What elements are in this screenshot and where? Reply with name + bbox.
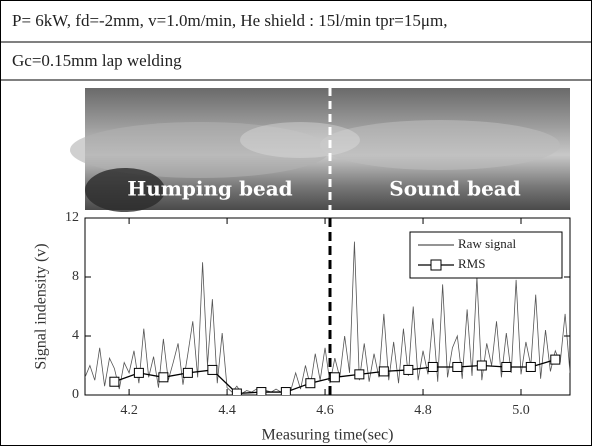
header-line: Gc=0.15mm lap welding	[12, 51, 182, 70]
rms-marker	[207, 364, 218, 375]
rms-marker	[501, 361, 512, 372]
x-tick-label: 5.0	[512, 403, 530, 418]
weld-photo: Humping bead Sound bead	[70, 88, 570, 212]
rms-marker	[109, 376, 120, 387]
x-tick-label: 4.6	[316, 403, 334, 418]
rms-marker	[182, 367, 193, 378]
legend-label: RMS	[458, 256, 485, 271]
rms-marker	[280, 387, 291, 395]
plot-marks	[85, 241, 570, 395]
rms-marker	[158, 372, 169, 383]
y-tick-label: 0	[72, 387, 79, 402]
header-line: P= 6kW, fd=-2mm, v=1.0m/min, He shield :…	[12, 11, 447, 30]
rms-marker	[452, 361, 463, 372]
photo-label: Sound bead	[389, 177, 520, 201]
y-axis-label: Signal indensity (v)	[33, 243, 50, 369]
x-tick-label: 4.8	[414, 403, 432, 418]
y-tick-label: 8	[72, 269, 79, 284]
rms-marker	[550, 354, 561, 365]
rms-marker	[427, 361, 438, 372]
rms-marker	[329, 372, 340, 383]
y-tick-label: 12	[65, 210, 79, 225]
rms-marker	[378, 366, 389, 377]
rms-marker	[403, 364, 414, 375]
x-tick-label: 4.4	[218, 403, 236, 418]
x-tick-label: 4.2	[120, 403, 138, 418]
series-line	[85, 241, 570, 395]
rms-marker	[256, 387, 267, 395]
x-axis-label: Measuring time(sec)	[262, 427, 394, 444]
legend-label: Raw signal	[458, 236, 517, 251]
y-tick-label: 4	[72, 328, 79, 343]
rms-marker	[354, 369, 365, 380]
legend-marker	[430, 259, 442, 271]
rms-marker	[133, 367, 144, 378]
rms-marker	[525, 361, 536, 372]
rms-marker	[305, 378, 316, 389]
photo-label: Humping bead	[127, 177, 292, 201]
rms-marker	[476, 360, 487, 371]
rms-marker	[231, 388, 242, 395]
